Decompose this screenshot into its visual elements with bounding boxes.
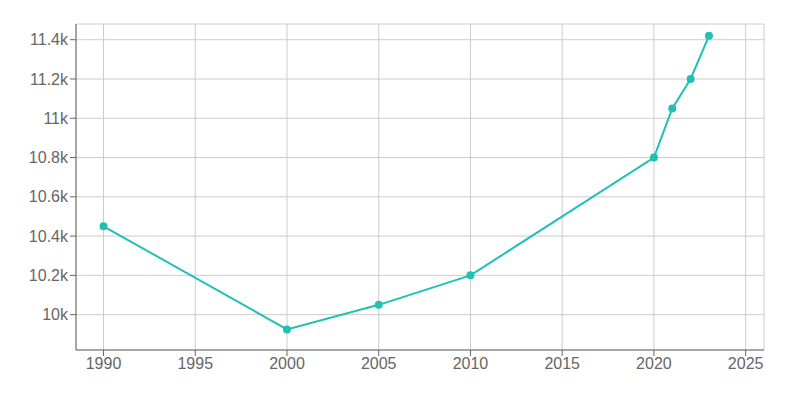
svg-text:2010: 2010 [453,355,489,372]
svg-text:2025: 2025 [728,355,764,372]
svg-text:10.6k: 10.6k [29,188,69,205]
svg-text:2020: 2020 [636,355,672,372]
svg-text:2005: 2005 [361,355,397,372]
svg-text:2015: 2015 [544,355,580,372]
svg-text:10.2k: 10.2k [29,267,69,284]
svg-text:2000: 2000 [269,355,305,372]
svg-text:11.2k: 11.2k [30,71,69,88]
svg-text:11.4k: 11.4k [30,31,69,48]
svg-text:10.8k: 10.8k [29,149,69,166]
svg-text:11k: 11k [43,110,69,127]
svg-text:1990: 1990 [86,355,122,372]
svg-text:10k: 10k [42,306,69,323]
svg-text:10.4k: 10.4k [29,228,69,245]
svg-text:1995: 1995 [177,355,213,372]
